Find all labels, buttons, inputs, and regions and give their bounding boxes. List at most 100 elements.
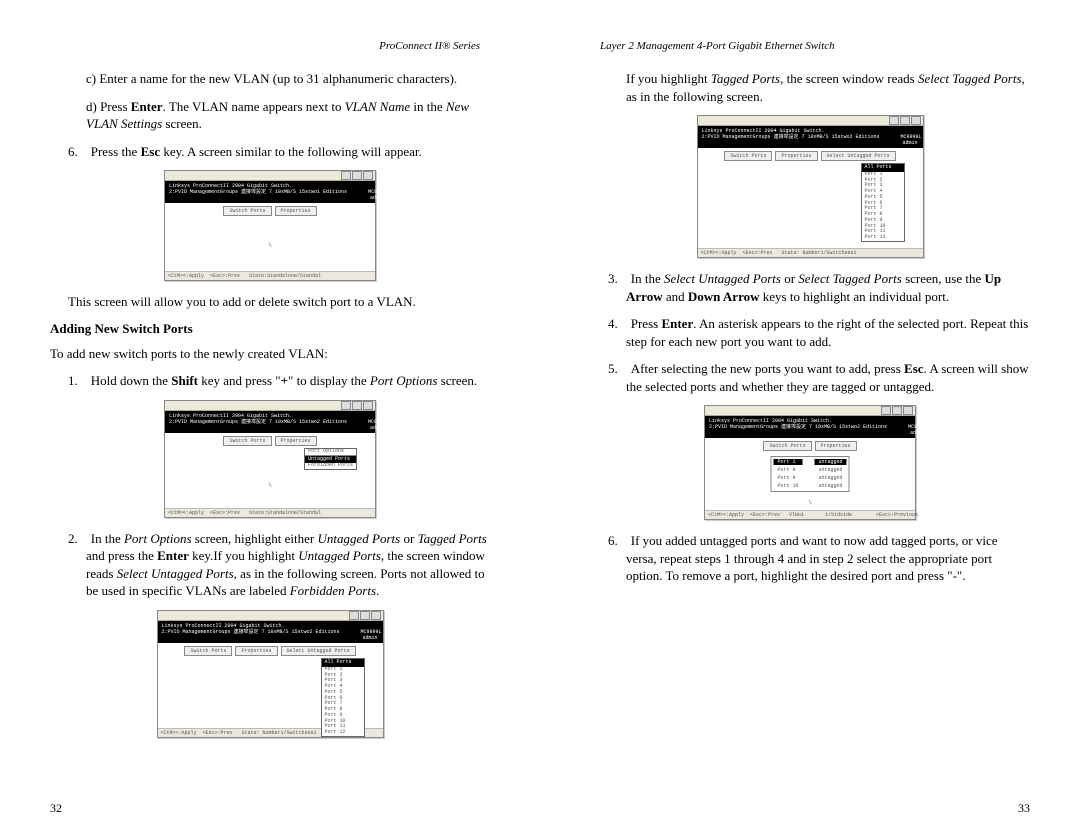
tab: Switch Ports	[724, 151, 772, 161]
add-step-1: 1. Hold down the Shift key and press "+"…	[50, 372, 490, 390]
text: 2:PVID ManagementGroups 連接埠設定 7 10xMB/S …	[709, 424, 929, 436]
text: key and press "	[198, 373, 281, 388]
min-btn	[881, 406, 891, 415]
menu-item: Forbidden Ports	[305, 463, 356, 469]
shot-status: <CtM><:Apply <Esc>:Prev State:Standalone…	[165, 508, 375, 517]
caret: \	[705, 499, 915, 506]
step-6: 6. Press the Esc key. A screen similar t…	[50, 143, 490, 161]
max-btn	[352, 171, 362, 180]
shot-status: <CtM><:Apply <Esc>:Prev State:Standalone…	[165, 271, 375, 280]
cell: untagged	[815, 459, 847, 465]
shot-body: Switch Ports Properties \	[165, 203, 375, 271]
tab: Properties	[815, 441, 857, 451]
italic: Port Options	[370, 373, 438, 388]
caret: \	[165, 242, 375, 249]
text: screen, highlight either	[192, 531, 318, 546]
close-btn	[363, 401, 373, 410]
shot-body: Switch Ports Properties Port 1untagged P…	[705, 438, 915, 510]
text: 6. Press the	[68, 144, 141, 159]
text: . The VLAN name appears next to	[163, 99, 345, 114]
list-item: Port 12	[322, 730, 364, 736]
cell: untagged	[815, 475, 847, 481]
cell	[805, 459, 813, 465]
tab: Properties	[275, 206, 317, 216]
tagged-intro: If you highlight Tagged Ports, the scree…	[590, 70, 1030, 105]
screenshot-3: Linksys ProConnectII 2004 Gigabit Switch…	[157, 610, 384, 738]
text: 2:PVID ManagementGroups 連接埠設定 7 10xMB/S …	[169, 419, 389, 431]
tab-row: Switch Ports Properties	[165, 433, 375, 446]
bold: Esc	[141, 144, 161, 159]
tab: Switch Ports	[763, 441, 811, 451]
cell: Port 8	[773, 467, 802, 473]
table-row: Port 9 untagged	[773, 475, 846, 481]
port-list: All Ports Port 1 Port 2 Port 3 Port 4 Po…	[321, 658, 365, 737]
tab-row: Switch Ports Properties Select Untagged …	[698, 148, 923, 161]
close-btn	[363, 171, 373, 180]
text: or	[400, 531, 417, 546]
page-header-left: ProConnect II® Series	[50, 40, 490, 52]
tab: Switch Ports	[223, 436, 271, 446]
italic: Port Options	[124, 531, 192, 546]
tab: Properties	[275, 436, 317, 446]
text: 2:PVID ManagementGroups 連接埠設定 7 10xMB/S …	[702, 134, 922, 146]
page-header-right: Layer 2 Management 4-Port Gigabit Ethern…	[590, 40, 1030, 52]
screenshot-r2: Linksys ProConnectII 2004 Gigabit Switch…	[704, 405, 916, 520]
port-list: All Ports Port 1 Port 2 Port 3 Port 4 Po…	[861, 163, 905, 242]
tab: Select Untagged Ports	[281, 646, 356, 656]
text: screen.	[162, 116, 202, 131]
bold: Shift	[171, 373, 198, 388]
caret: \	[165, 482, 375, 489]
shot-titlebar	[165, 171, 375, 181]
text: If you highlight	[626, 71, 711, 86]
shot-header: Linksys ProConnectII 2004 Gigabit Switch…	[158, 621, 383, 643]
min-btn	[341, 171, 351, 180]
italic: Select Untagged Ports	[664, 271, 781, 286]
italic: Select Untagged Ports	[117, 566, 234, 581]
italic: Tagged Ports	[711, 71, 780, 86]
cell	[805, 475, 813, 481]
bold: +	[281, 373, 288, 388]
subhead-adding-ports: Adding New Switch Ports	[50, 321, 490, 337]
tab: Properties	[235, 646, 277, 656]
text: .	[376, 583, 379, 598]
table-row: Port 1untagged	[773, 459, 846, 465]
page-number: 33	[1018, 801, 1030, 816]
italic: Untagged Ports	[298, 548, 381, 563]
max-btn	[352, 401, 362, 410]
page-right: Layer 2 Management 4-Port Gigabit Ethern…	[540, 0, 1080, 834]
tab: Select Untagged Ports	[821, 151, 896, 161]
cell	[805, 467, 813, 473]
shot-titlebar	[698, 116, 923, 126]
close-btn	[371, 611, 381, 620]
text: in the	[410, 99, 446, 114]
shot-body: Switch Ports Properties Port Options Unt…	[165, 433, 375, 508]
text: 5. After selecting the new ports you wan…	[608, 361, 904, 376]
text: key. A screen similar to the following w…	[160, 144, 422, 159]
text: , the screen window reads	[780, 71, 918, 86]
cell	[805, 483, 813, 489]
shot-status: <CtM><:Apply <Esc>:Prev VlNo1 1/Stdvide …	[705, 510, 915, 519]
min-btn	[889, 116, 899, 125]
shot-body: Switch Ports Properties Select Untagged …	[158, 643, 383, 728]
cell: untagged	[815, 467, 847, 473]
max-btn	[900, 116, 910, 125]
tab-row: Switch Ports Properties	[705, 438, 915, 451]
step-c: c) Enter a name for the new VLAN (up to …	[50, 70, 490, 88]
text: screen.	[437, 373, 477, 388]
text: 3. In the	[608, 271, 664, 286]
table-row: Port 10untagged	[773, 483, 846, 489]
bold: Enter	[661, 316, 693, 331]
page-left: ProConnect II® Series c) Enter a name fo…	[0, 0, 540, 834]
tab: Switch Ports	[184, 646, 232, 656]
shot-titlebar	[165, 401, 375, 411]
shot-header: Linksys ProConnectII 2004 Gigabit Switch…	[705, 416, 915, 438]
italic: Select Tagged Ports	[918, 71, 1022, 86]
cell: Port 9	[773, 475, 802, 481]
max-btn	[892, 406, 902, 415]
italic: Select Tagged Ports	[798, 271, 902, 286]
italic: VLAN Name	[345, 99, 410, 114]
step-3-right: 3. In the Select Untagged Ports or Selec…	[590, 270, 1030, 305]
text: 2. In the	[68, 531, 124, 546]
bold: Enter	[157, 548, 189, 563]
shot-header: Linksys ProConnectII 2004 Gigabit Switch…	[165, 411, 375, 433]
